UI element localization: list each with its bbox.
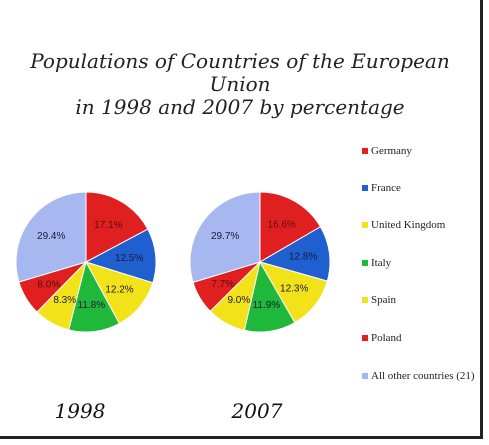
legend-swatch	[362, 260, 368, 267]
pie-2007-slice-6	[189, 191, 261, 283]
legend-item-united-kingdom: United Kingdom	[362, 219, 445, 231]
pie-2007-slice-0	[259, 191, 322, 263]
legend-label: All other countries (21)	[371, 370, 475, 382]
pie-1998-slice-6	[15, 191, 87, 283]
legend-item-france: France	[362, 182, 401, 194]
legend-swatch	[362, 148, 368, 155]
year-label-1998: 1998	[55, 399, 106, 423]
legend-swatch	[362, 222, 368, 229]
legend-item-italy: Italy	[362, 257, 391, 269]
legend-swatch	[362, 297, 368, 304]
legend-label: Spain	[371, 294, 397, 306]
legend-item-all-other-countries: All other countries (21)	[362, 370, 475, 382]
pie-2007-data-label-6: 29.7%	[211, 231, 239, 242]
legend-item-germany: Germany	[362, 145, 412, 157]
year-label-2007: 2007	[231, 399, 283, 423]
pie-1998: 17.1% 12.5% 12.2% 11.8%8.3% 8.0% 29.4%	[15, 191, 157, 333]
pie-1998-data-label-6: 29.4%	[37, 231, 65, 242]
pie-1998-data-label-2: 12.2%	[105, 285, 133, 296]
legend-swatch	[362, 373, 368, 380]
pie-1998-slice-0	[85, 191, 149, 263]
pie-2007-data-label-1: 12.8%	[289, 252, 317, 263]
legend-label: Poland	[371, 332, 402, 344]
pie-2007-data-label-5: 7.7%	[211, 279, 234, 290]
legend-item-poland: Poland	[362, 332, 402, 344]
pie-1998-data-label-0: 17.1%	[94, 220, 122, 231]
pie-2007: 16.6% 12.8% 12.3% 11.9%9.0% 7.7% 29.7%	[189, 191, 331, 333]
pie-1998-data-label-3: 11.8%	[78, 300, 106, 311]
pie-1998-data-label-4: 8.3%	[53, 295, 76, 306]
pie-1998-data-label-5: 8.0%	[37, 279, 60, 290]
chart-title-line-1: Populations of Countries of the European…	[30, 49, 450, 96]
legend-label: Germany	[371, 145, 412, 157]
legend-item-spain: Spain	[362, 294, 396, 306]
legend-label: France	[371, 182, 401, 194]
legend-swatch	[362, 185, 368, 192]
pie-2007-data-label-4: 9.0%	[227, 295, 250, 306]
pie-1998-data-label-1: 12.5%	[115, 253, 143, 264]
legend-swatch	[362, 335, 368, 342]
pie-2007-slice-1	[258, 226, 331, 282]
pie-2007-data-label-3: 11.9%	[253, 300, 281, 311]
legend-label: United Kingdom	[371, 219, 446, 231]
chart-title-line-2: in 1998 and 2007 by percentage	[75, 95, 405, 119]
chart-title: Populations of Countries of the European…	[0, 50, 480, 119]
legend-label: Italy	[371, 257, 392, 269]
pie-2007-data-label-0: 16.6%	[267, 219, 295, 230]
pie-2007-data-label-2: 12.3%	[280, 284, 308, 295]
